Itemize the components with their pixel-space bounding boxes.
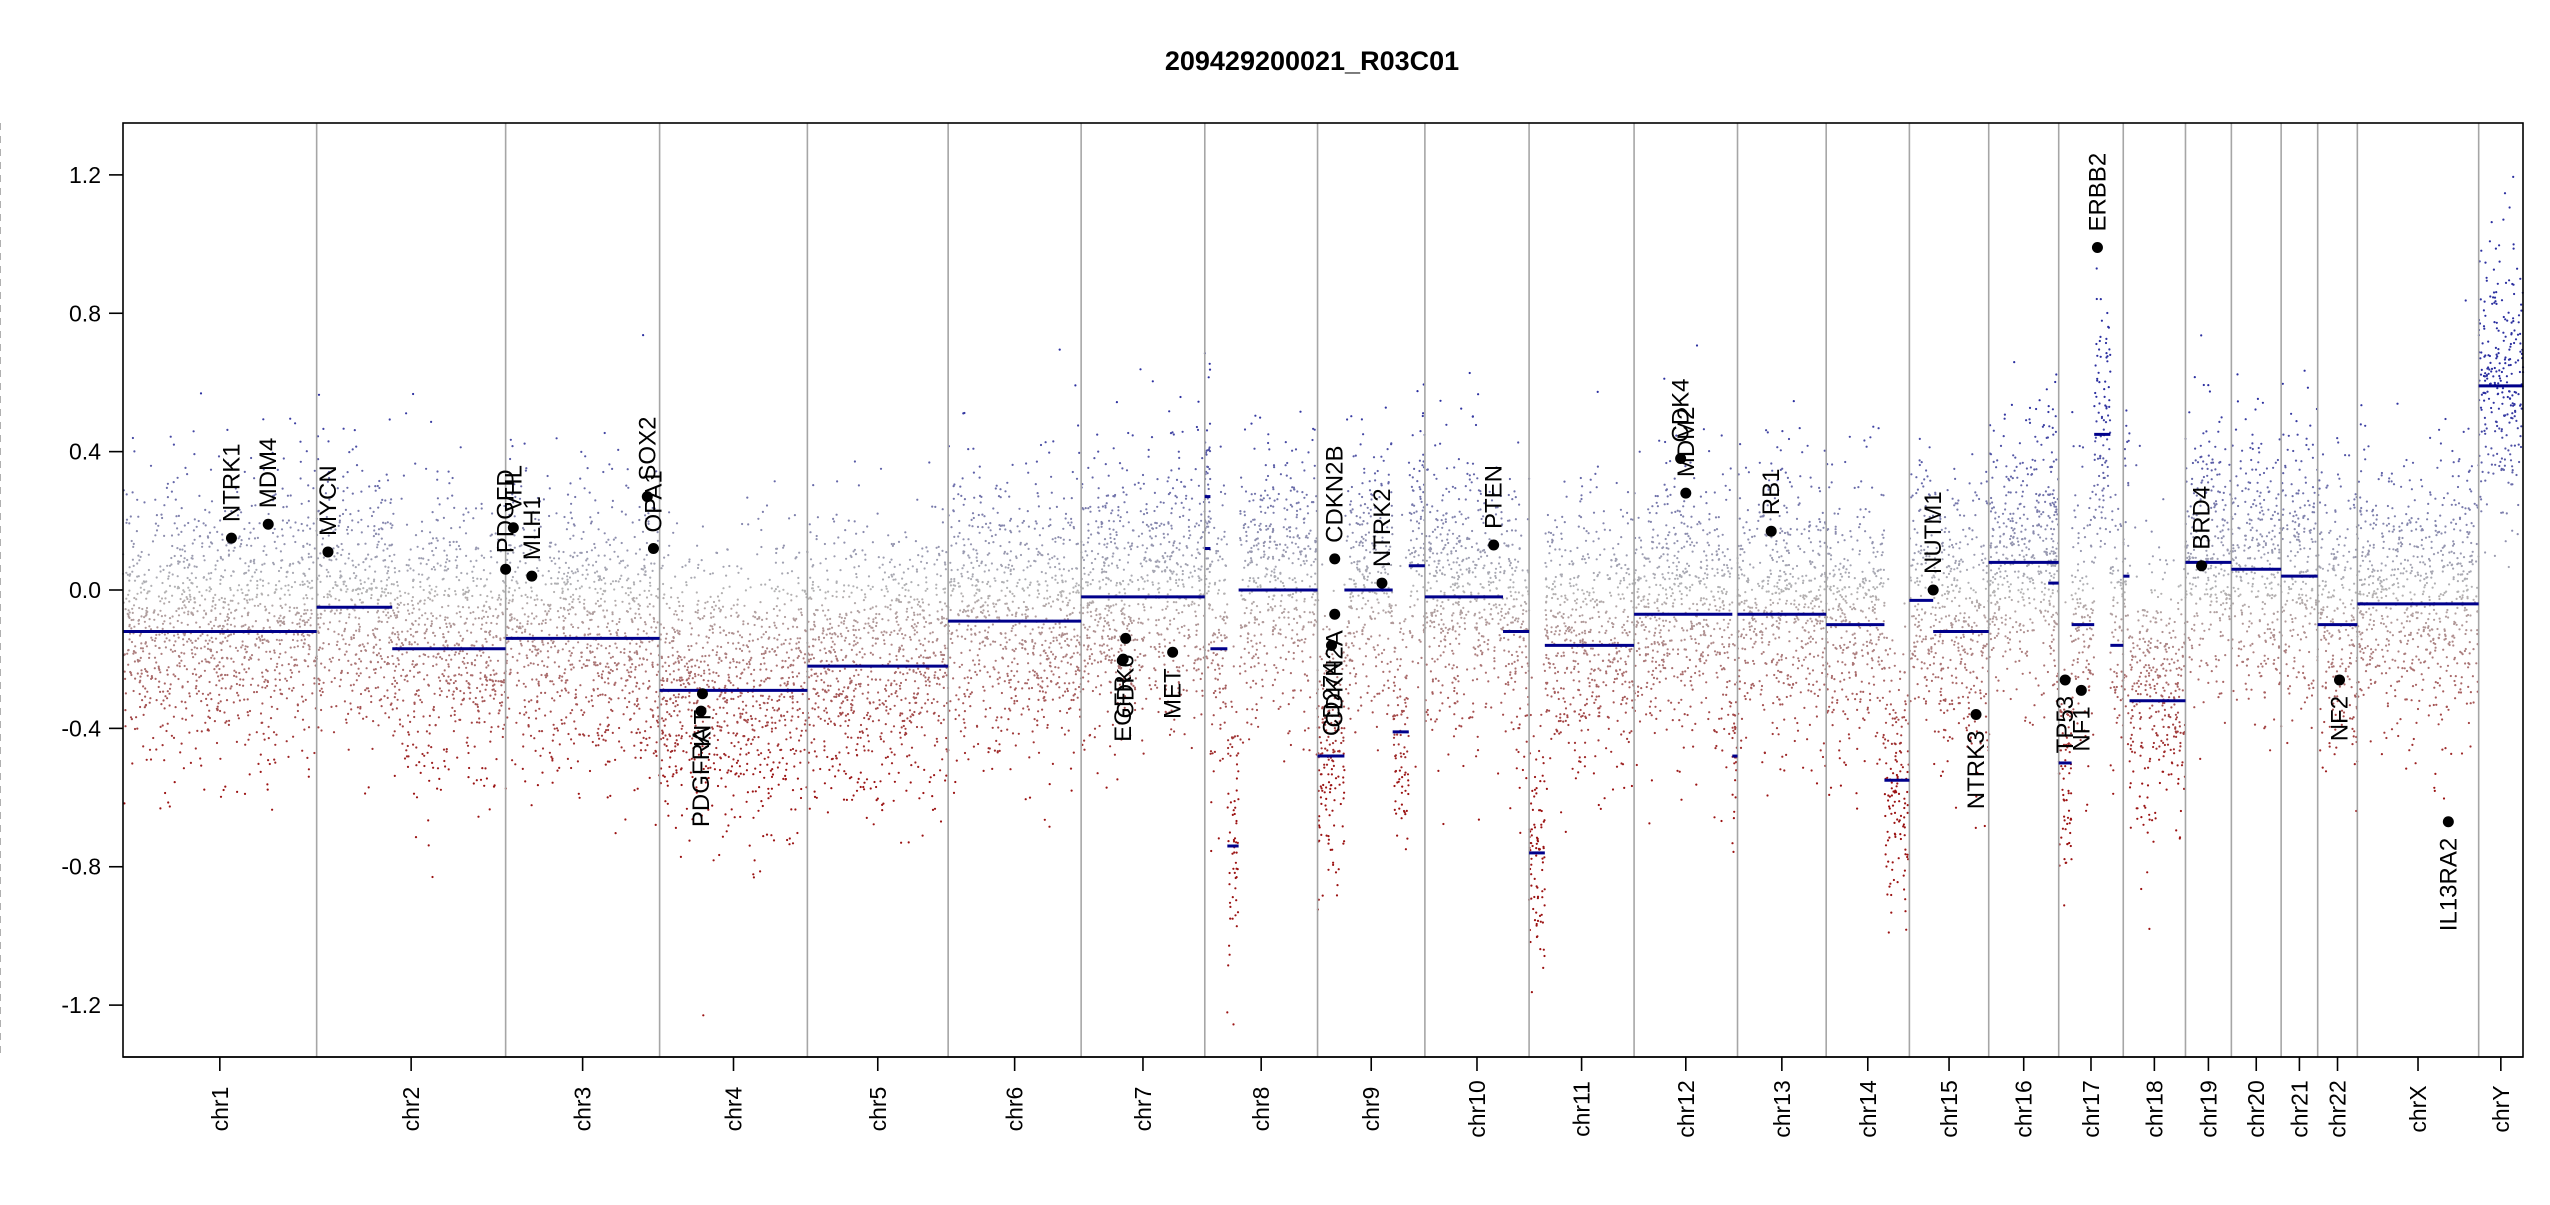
gene-label-OPA1: OPA1 — [640, 470, 667, 532]
gene-point-NF1 — [2076, 685, 2087, 696]
gene-label-PTEN: PTEN — [1481, 465, 1508, 529]
x-tick-label-chr20: chr20 — [2243, 1080, 2269, 1138]
y-tick-label: 0.4 — [69, 439, 101, 465]
gene-point-MDM2 — [1680, 488, 1691, 499]
gene-point-ERBB2 — [2092, 242, 2103, 253]
gene-point-PTEN — [1488, 540, 1499, 551]
gene-label-MDM2: MDM2 — [1673, 406, 1700, 477]
gene-point-PDGFD — [500, 564, 511, 575]
x-tick-label-chr14: chr14 — [1855, 1080, 1881, 1138]
gene-label-NF1: NF1 — [2068, 706, 2095, 751]
y-tick-label: 0.0 — [69, 577, 101, 603]
gene-label-CDK6: CDK6 — [1113, 654, 1140, 718]
gene-label-IL13RA2: IL13RA2 — [2435, 838, 2462, 931]
x-tick-label-chr19: chr19 — [2195, 1080, 2221, 1138]
gene-point-NTRK1 — [226, 533, 237, 544]
gene-label-ERBB2: ERBB2 — [2084, 153, 2111, 232]
gene-label-NTRK2: NTRK2 — [1369, 488, 1396, 567]
gene-label-CDKN2B: CDKN2B — [1322, 446, 1349, 543]
y-tick-label: 1.2 — [69, 162, 101, 188]
x-tick-label-chr16: chr16 — [2011, 1080, 2037, 1138]
gene-point-VHL — [508, 522, 519, 533]
gene-label-BRD4: BRD4 — [2189, 486, 2216, 550]
gene-point-CDKN2A — [1329, 609, 1340, 620]
gene-point-NTRK2 — [1376, 578, 1387, 589]
x-tick-label-chr22: chr22 — [2325, 1080, 2351, 1138]
x-tick-label-chr2: chr2 — [398, 1087, 424, 1132]
x-tick-label-chr6: chr6 — [1002, 1087, 1028, 1132]
x-tick-label-chr15: chr15 — [1936, 1080, 1962, 1138]
y-tick-label: -0.8 — [61, 854, 101, 880]
gene-point-CDKN2B — [1329, 553, 1340, 564]
x-tick-label-chr3: chr3 — [570, 1087, 596, 1132]
gene-point-NF2 — [2334, 674, 2345, 685]
gene-point-MDM4 — [263, 519, 274, 530]
gene-label-MYCN: MYCN — [315, 465, 342, 536]
x-tick-label-chr13: chr13 — [1769, 1080, 1795, 1138]
y-tick-label: 0.8 — [69, 300, 101, 326]
gene-label-NUTM1: NUTM1 — [1920, 491, 1947, 574]
gene-point-MYCN — [322, 546, 333, 557]
gene-point-NUTM1 — [1928, 585, 1939, 596]
x-tick-label-chr12: chr12 — [1673, 1080, 1699, 1138]
gene-point-MET — [1167, 647, 1178, 658]
x-tick-label-chr9: chr9 — [1358, 1087, 1384, 1132]
chart-title: 209429200021_R03C01 — [1165, 46, 1459, 76]
gene-label-NTRK1: NTRK1 — [218, 443, 245, 522]
gene-point-KIT — [697, 688, 708, 699]
gene-label-RB1: RB1 — [1758, 469, 1785, 516]
x-tick-label-chr18: chr18 — [2141, 1080, 2167, 1138]
x-tick-label-chrX: chrX — [2405, 1085, 2431, 1132]
gene-label-MLH1: MLH1 — [519, 496, 546, 560]
x-tick-label-chr1: chr1 — [207, 1087, 233, 1132]
gene-label-KIT: KIT — [689, 709, 716, 747]
x-tick-label-chr8: chr8 — [1248, 1087, 1274, 1132]
gene-label-NTRK3: NTRK3 — [1963, 731, 1990, 810]
y-tick-label: -0.4 — [61, 715, 101, 741]
x-tick-label-chr5: chr5 — [865, 1087, 891, 1132]
gene-point-NTRK3 — [1971, 709, 1982, 720]
gene-point-TP53 — [2060, 674, 2071, 685]
gene-point-MLH1 — [526, 571, 537, 582]
gene-point-CDK6 — [1120, 633, 1131, 644]
x-tick-label-chrY: chrY — [2488, 1085, 2514, 1132]
x-tick-label-chr17: chr17 — [2078, 1080, 2104, 1138]
x-tick-label-chr11: chr11 — [1569, 1081, 1595, 1137]
gene-label-CDKN2A: CDKN2A — [1322, 630, 1349, 727]
gene-point-OPA1 — [648, 543, 659, 554]
x-tick-label-chr4: chr4 — [720, 1086, 746, 1131]
x-tick-label-chr7: chr7 — [1130, 1087, 1156, 1132]
gene-label-MDM4: MDM4 — [255, 438, 282, 509]
gene-label-MET: MET — [1160, 668, 1187, 719]
gene-label-NF2: NF2 — [2327, 696, 2354, 741]
y-tick-label: -1.2 — [61, 992, 101, 1018]
gene-point-BRD4 — [2196, 560, 2207, 571]
x-tick-label-chr21: chr21 — [2286, 1080, 2312, 1138]
gene-point-RB1 — [1766, 526, 1777, 537]
x-tick-label-chr10: chr10 — [1464, 1080, 1490, 1138]
gene-point-IL13RA2 — [2443, 816, 2454, 827]
